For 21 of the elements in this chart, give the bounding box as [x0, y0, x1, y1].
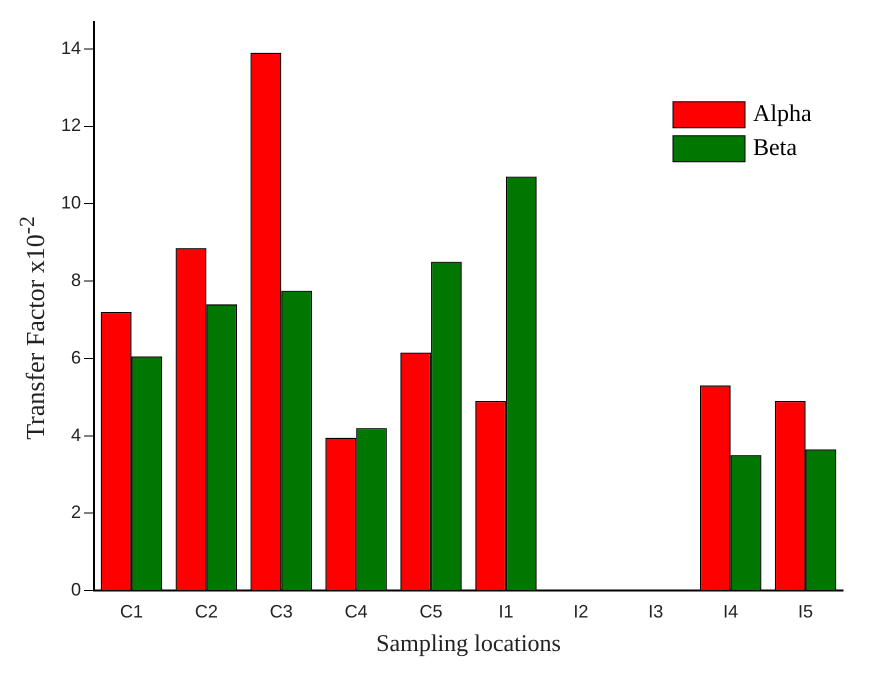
- y-tick-label: 10: [60, 192, 82, 213]
- y-tick-label: 0: [71, 580, 82, 600]
- legend-label: Beta: [753, 135, 798, 162]
- legend-label: Alpha: [753, 101, 812, 128]
- x-tick-label: I1: [498, 601, 514, 622]
- y-tick-label: 14: [60, 38, 82, 58]
- x-tick-label: C5: [420, 601, 443, 622]
- x-tick-label: I2: [573, 601, 588, 622]
- x-tick-label: C1: [120, 601, 143, 622]
- y-tick-label: 12: [60, 115, 82, 136]
- y-tick-label: 6: [71, 347, 82, 368]
- x-tick-label: I4: [723, 601, 738, 622]
- y-tick-label: 8: [71, 270, 82, 290]
- x-tick-label: C3: [270, 601, 293, 622]
- y-tick-label: 4: [71, 424, 82, 445]
- x-tick-label: C4: [344, 601, 368, 622]
- x-tick-label: I5: [798, 601, 814, 622]
- x-axis-title: Sampling locations: [376, 630, 561, 657]
- y-tick-label: 2: [71, 502, 82, 522]
- x-tick-label: I3: [648, 601, 664, 622]
- x-tick-label: C2: [194, 601, 218, 622]
